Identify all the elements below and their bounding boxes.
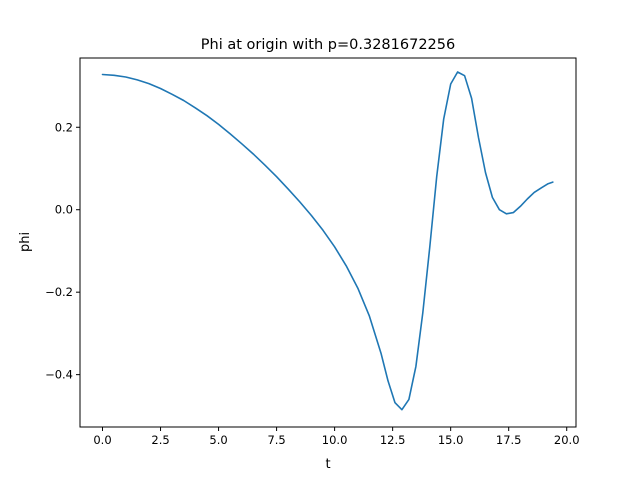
ticks-layer: 0.0 2.5 5.0 7.5 10.0 12.5 15.0 17.5 20.0 −0.4 −0.2… <box>45 120 579 447</box>
x-tick-label: 5.0 <box>209 433 227 447</box>
x-tick-label: 10.0 <box>322 433 348 447</box>
x-tick-label: 15.0 <box>438 433 464 447</box>
x-tick-label: 7.5 <box>267 433 285 447</box>
x-tick-label: 0.0 <box>93 433 111 447</box>
y-axis-label: phi <box>18 232 33 252</box>
x-tick-label: 12.5 <box>380 433 406 447</box>
y-tick-label: 0.0 <box>55 203 73 217</box>
x-tick-label: 20.0 <box>554 433 580 447</box>
x-tick-label: 17.5 <box>496 433 522 447</box>
chart-title: Phi at origin with p=0.3281672256 <box>201 37 455 53</box>
axes-frame <box>79 57 577 428</box>
y-tick-label: 0.2 <box>55 120 73 134</box>
series-line-0 <box>101 71 554 411</box>
x-axis-label: t <box>325 457 330 472</box>
x-tick-label: 2.5 <box>151 433 169 447</box>
plot-layer <box>101 71 554 411</box>
y-tick-label: −0.2 <box>45 285 73 299</box>
y-tick-label: −0.4 <box>45 368 73 382</box>
